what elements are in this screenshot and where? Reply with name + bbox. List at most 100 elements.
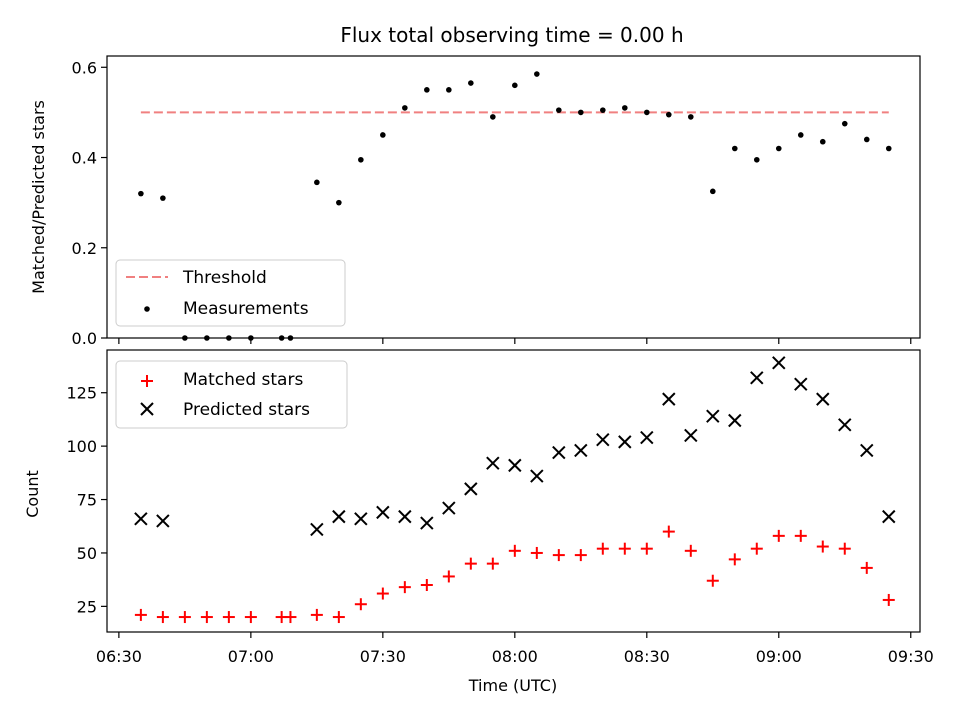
predicted-star-point	[772, 356, 786, 370]
count-y-ticks: 25 50 75 100 125	[66, 384, 107, 616]
count-x-tick-label: 07:30	[360, 647, 406, 666]
predicted-star-point	[508, 458, 522, 473]
ratio-y-axis-label: Matched/Predicted stars	[29, 100, 48, 294]
matched-star-point	[442, 570, 455, 583]
matched-star-point	[530, 546, 543, 559]
matched-star-point	[222, 611, 235, 624]
matched-star-point	[838, 542, 851, 555]
count-y-tick-label: 100	[66, 437, 97, 456]
matched-star-point	[640, 542, 653, 555]
matched-star-point	[354, 598, 367, 611]
matched-star-point	[706, 574, 719, 587]
ratio-y-ticks: 0.0 0.2 0.4 0.6	[72, 58, 107, 348]
ratio-legend: Threshold Measurements	[115, 259, 346, 327]
count-x-tick-label: 08:30	[624, 647, 670, 666]
matched-star-point	[284, 611, 297, 624]
ratio-x-ticks	[118, 338, 912, 344]
count-x-tick-label: 08:00	[492, 647, 538, 666]
predicted-star-point	[420, 516, 434, 530]
measurement-point	[512, 82, 518, 89]
x-axis-label: Time (UTC)	[468, 676, 557, 695]
measurement-point	[578, 109, 584, 116]
measurement-point	[424, 87, 430, 93]
matched-star-point	[552, 549, 565, 562]
predicted-star-point	[156, 514, 170, 528]
matched-star-point	[508, 544, 521, 557]
measurement-point	[556, 107, 562, 113]
matched-star-point	[728, 553, 741, 566]
matched-star-point	[662, 525, 675, 538]
legend-matched-label: Matched stars	[183, 370, 303, 390]
measurement-point	[402, 105, 408, 111]
legend-matched-swatch	[141, 375, 153, 387]
measurement-point	[468, 80, 474, 86]
legend-measurements-label: Measurements	[183, 299, 309, 319]
legend-measurements-swatch	[144, 306, 150, 312]
count-axes-frame	[106, 349, 921, 633]
measurement-point	[665, 111, 672, 118]
legend-predicted-label: Predicted stars	[183, 400, 310, 420]
matched-star-point	[178, 611, 191, 624]
measurement-point	[314, 179, 320, 186]
count-x-tick-label: 09:00	[756, 647, 802, 666]
ratio-axes-frame	[106, 55, 921, 339]
matched-star-point	[376, 587, 389, 600]
measurement-point	[446, 87, 452, 93]
predicted-star-point	[530, 469, 544, 483]
measurement-point	[885, 145, 892, 152]
matched-star-point	[420, 579, 433, 591]
legend-threshold-label: Threshold	[182, 268, 267, 288]
count-y-axis-label: Count	[23, 470, 42, 518]
predicted-star-point	[596, 433, 610, 447]
matched-star-point	[310, 608, 323, 621]
predicted-star-point	[552, 445, 566, 460]
predicted-star-point	[332, 509, 346, 524]
matched-star-point	[486, 557, 499, 570]
measurement-point	[775, 145, 782, 152]
ratio-y-tick-label: 0.4	[72, 149, 97, 168]
count-y-tick-label: 25	[77, 597, 97, 616]
matched-star-point	[750, 542, 763, 555]
predicted-star-point	[486, 456, 500, 470]
measurement-point	[841, 120, 848, 127]
legend-predicted-swatch	[140, 402, 154, 416]
measurement-point	[644, 109, 650, 116]
chart-title: Flux total observing time = 0.00 h	[340, 23, 683, 47]
count-legend: Matched stars Predicted stars	[115, 360, 348, 429]
count-panel: 25 50 75 100 125 06:30 07:00 07:30 08:00 08:30 09…	[23, 349, 934, 695]
measurement-point	[622, 105, 628, 111]
measurement-points	[138, 71, 892, 341]
measurement-point	[753, 156, 760, 163]
predicted-star-point	[310, 522, 324, 537]
matched-star-point	[882, 593, 895, 606]
matched-star-point	[860, 561, 873, 574]
measurement-point	[797, 132, 804, 138]
predicted-star-point	[860, 443, 874, 458]
predicted-star-point	[134, 512, 148, 526]
measurement-point	[160, 195, 166, 201]
matched-star-point	[464, 557, 477, 570]
predicted-star-point	[640, 430, 654, 445]
count-x-tick-label: 07:00	[228, 647, 274, 666]
predicted-star-point	[684, 428, 698, 443]
ratio-panel: 0.0 0.2 0.4 0.6 Matched/Predicted stars Thr…	[29, 55, 921, 348]
predicted-star-point	[794, 377, 808, 391]
measurement-point	[819, 138, 826, 145]
predicted-star-point	[750, 371, 764, 385]
ratio-y-tick-label: 0.6	[72, 58, 97, 77]
count-y-tick-label: 125	[66, 384, 97, 403]
measurement-point	[687, 114, 694, 120]
count-y-tick-label: 75	[77, 491, 97, 510]
matched-star-point	[398, 581, 411, 594]
ratio-legend-box	[115, 259, 346, 327]
ratio-y-tick-label: 0.2	[72, 239, 97, 258]
measurement-point	[600, 107, 606, 113]
measurement-point	[490, 114, 496, 120]
matched-star-point	[684, 544, 697, 557]
predicted-star-point	[882, 509, 896, 524]
count-x-ticks: 06:30 07:00 07:30 08:00 08:30 09:00 09:30	[96, 632, 934, 666]
measurement-point	[336, 199, 342, 206]
predicted-star-point	[618, 435, 632, 449]
matched-star-point	[200, 611, 213, 624]
